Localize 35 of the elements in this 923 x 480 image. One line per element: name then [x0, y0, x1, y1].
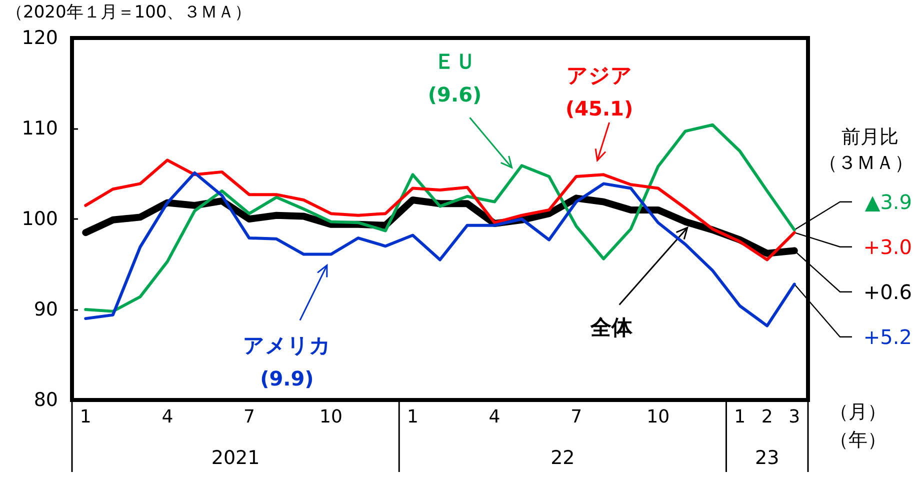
x-tick-label: 3 — [788, 406, 800, 428]
x-tick-label: 7 — [570, 406, 582, 428]
text: （３ＭＡ） — [818, 152, 914, 174]
text: 2021 — [211, 447, 260, 469]
y-axis-title: （2020年１月＝100、３ＭＡ） — [6, 2, 252, 22]
x-tick-label: 4 — [162, 406, 174, 428]
x-tick-label: 1 — [734, 406, 746, 428]
text: 前月比 — [842, 126, 898, 148]
text: 23 — [755, 447, 780, 469]
y-tick-label: 100 — [22, 208, 58, 230]
x-tick-label: 1 — [80, 406, 92, 428]
annotation: +3.0 — [863, 234, 912, 259]
text: ＥＵ — [434, 50, 476, 74]
y-tick-label: 80 — [34, 389, 58, 411]
y-tick-label: 110 — [22, 118, 58, 140]
x-tick-label: 10 — [320, 406, 342, 428]
annotation: +5.2 — [863, 324, 912, 349]
x-tick-label: 1 — [407, 406, 418, 428]
annotation: ▲3.9 — [864, 190, 912, 214]
text: アジア — [566, 63, 632, 88]
x-tick-label: 4 — [488, 406, 500, 428]
y-tick-label: 120 — [22, 27, 58, 49]
y-tick-label: 90 — [34, 298, 58, 320]
annotation: (45.1) — [565, 96, 634, 120]
text: 22 — [550, 447, 575, 469]
annotation: (9.9) — [260, 366, 314, 390]
annotation: +0.6 — [863, 280, 912, 304]
text: 全体 — [589, 316, 634, 340]
annotation: (9.6) — [428, 82, 482, 107]
x-tick-label: 2 — [761, 406, 773, 428]
x-tick-label: 7 — [243, 406, 255, 428]
text: （年） — [830, 429, 886, 451]
x-tick-label: 10 — [646, 406, 670, 428]
text: アメリカ — [242, 333, 331, 358]
x-axis-title: （月） — [830, 401, 886, 423]
